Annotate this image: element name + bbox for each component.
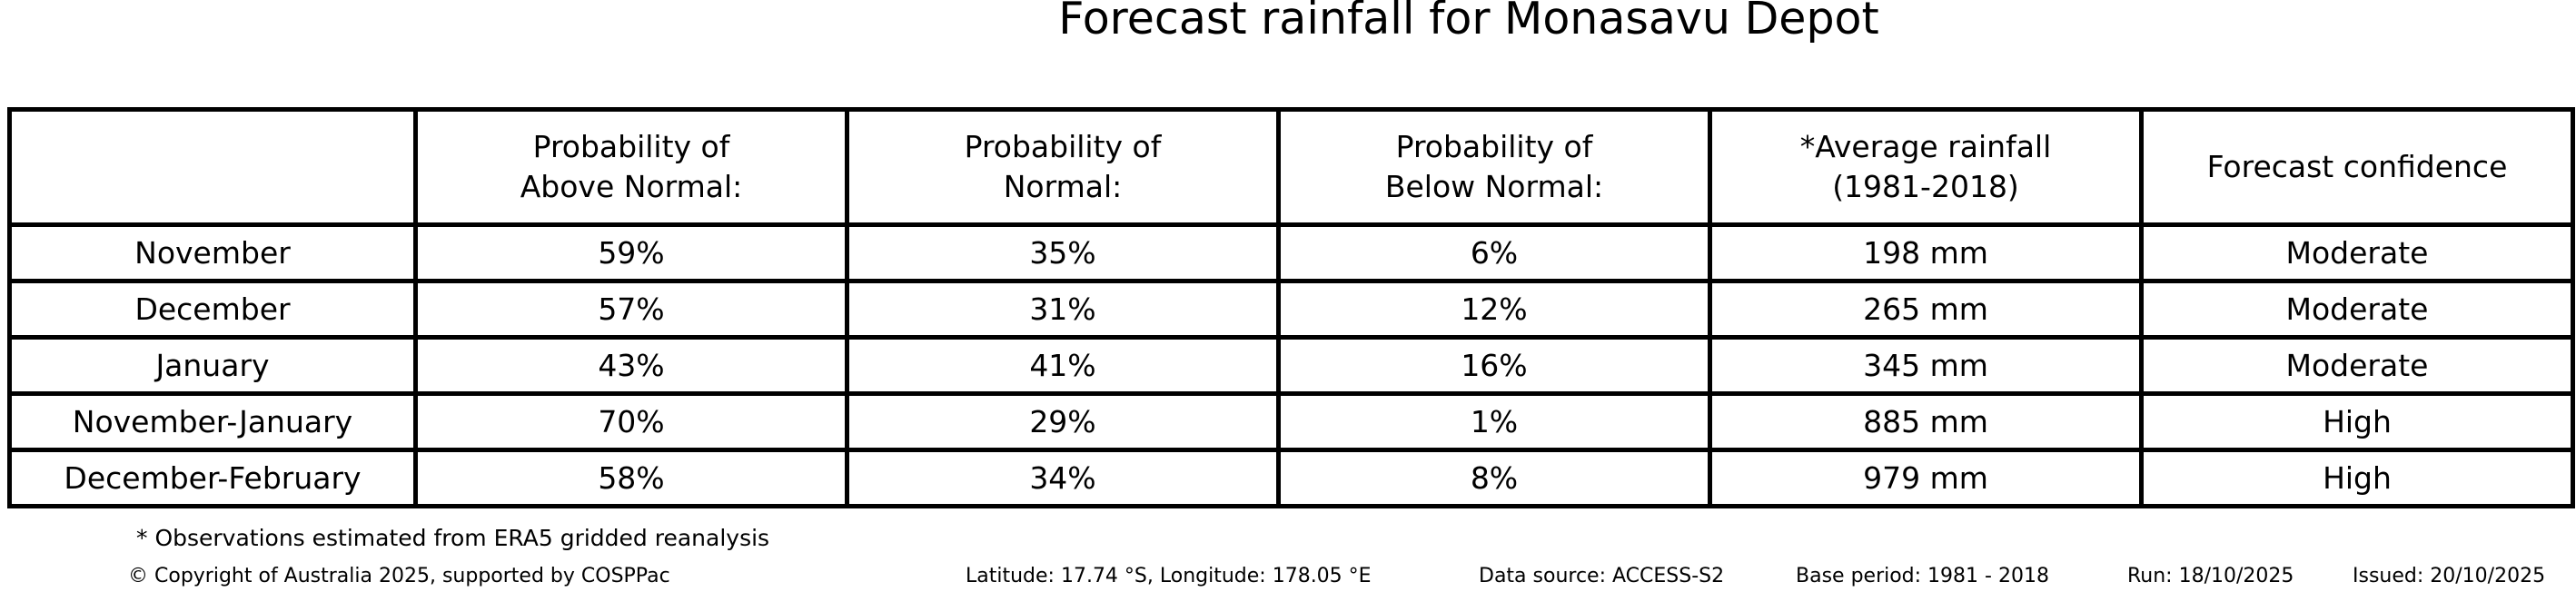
cell-average-rainfall: 345 mm: [1708, 335, 2144, 396]
base-period-text: Base period: 1981 - 2018: [1796, 565, 2049, 587]
copyright-text: © Copyright of Australia 2025, supported…: [128, 565, 670, 587]
header-line: Probability of: [964, 129, 1162, 164]
forecast-table: Probability of Above Normal: Probability…: [7, 107, 2575, 508]
header-below-normal: Probability of Below Normal:: [1276, 107, 1712, 227]
cell-below-normal: 8%: [1276, 448, 1712, 508]
header-above-normal: Probability of Above Normal:: [413, 107, 849, 227]
header-row: Probability of Above Normal: Probability…: [7, 107, 2575, 227]
row-label: December: [7, 279, 418, 340]
cell-confidence: High: [2139, 391, 2575, 452]
cell-normal: 35%: [845, 222, 1281, 283]
data-source-text: Data source: ACCESS-S2: [1479, 565, 1725, 587]
table-row: January 43% 41% 16% 345 mm Moderate: [7, 335, 2575, 396]
table-row: December 57% 31% 12% 265 mm Moderate: [7, 279, 2575, 340]
issued-date-text: Issued: 20/10/2025: [2353, 565, 2546, 587]
table-row: November 59% 35% 6% 198 mm Moderate: [7, 222, 2575, 283]
row-label: November-January: [7, 391, 418, 452]
table-row: December-February 58% 34% 8% 979 mm High: [7, 448, 2575, 508]
footnote: * Observations estimated from ERA5 gridd…: [136, 525, 770, 551]
header-forecast-confidence: Forecast confidence: [2139, 107, 2575, 227]
cell-below-normal: 1%: [1276, 391, 1712, 452]
cell-above-normal: 57%: [413, 279, 849, 340]
header-line: *Average rainfall: [1799, 129, 2052, 164]
corner-cell: [7, 107, 418, 227]
cell-confidence: Moderate: [2139, 279, 2575, 340]
row-label: November: [7, 222, 418, 283]
cell-normal: 34%: [845, 448, 1281, 508]
cell-confidence: Moderate: [2139, 222, 2575, 283]
cell-above-normal: 70%: [413, 391, 849, 452]
header-line: Probability of: [1395, 129, 1593, 164]
cell-confidence: Moderate: [2139, 335, 2575, 396]
row-label: January: [7, 335, 418, 396]
header-average-rainfall: *Average rainfall (1981-2018): [1708, 107, 2144, 227]
cell-confidence: High: [2139, 448, 2575, 508]
run-date-text: Run: 18/10/2025: [2127, 565, 2294, 587]
cell-below-normal: 6%: [1276, 222, 1712, 283]
header-line: Normal:: [1003, 169, 1123, 204]
cell-normal: 29%: [845, 391, 1281, 452]
cell-above-normal: 58%: [413, 448, 849, 508]
row-label: December-February: [7, 448, 418, 508]
location-text: Latitude: 17.74 °S, Longitude: 178.05 °E: [966, 565, 1372, 587]
header-line: Below Normal:: [1384, 169, 1604, 204]
header-line: Forecast confidence: [2206, 149, 2508, 184]
cell-above-normal: 59%: [413, 222, 849, 283]
cell-below-normal: 12%: [1276, 279, 1712, 340]
page-title: Forecast rainfall for Monasavu Depot: [1058, 0, 1879, 44]
cell-average-rainfall: 979 mm: [1708, 448, 2144, 508]
cell-normal: 31%: [845, 279, 1281, 340]
header-line: (1981-2018): [1832, 169, 2019, 204]
cell-above-normal: 43%: [413, 335, 849, 396]
cell-below-normal: 16%: [1276, 335, 1712, 396]
cell-normal: 41%: [845, 335, 1281, 396]
cell-average-rainfall: 198 mm: [1708, 222, 2144, 283]
cell-average-rainfall: 265 mm: [1708, 279, 2144, 340]
header-line: Probability of: [532, 129, 730, 164]
header-line: Above Normal:: [520, 169, 743, 204]
cell-average-rainfall: 885 mm: [1708, 391, 2144, 452]
table-row: November-January 70% 29% 1% 885 mm High: [7, 391, 2575, 452]
header-normal: Probability of Normal:: [845, 107, 1281, 227]
